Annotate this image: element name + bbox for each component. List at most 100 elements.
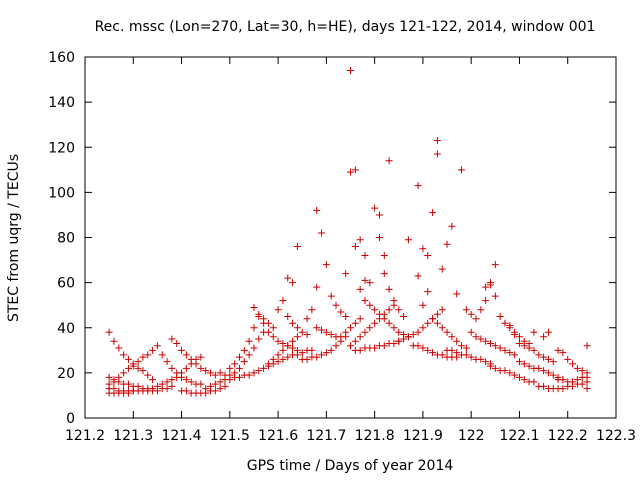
data-point — [433, 310, 441, 318]
data-point — [395, 328, 403, 336]
data-point — [235, 373, 243, 381]
y-tick-label: 100 — [48, 185, 75, 201]
x-tick-label: 121.5 — [210, 428, 250, 444]
data-point — [385, 319, 393, 327]
data-point — [226, 371, 234, 379]
data-point — [477, 306, 485, 314]
data-point — [293, 333, 301, 341]
data-point — [356, 333, 364, 341]
data-point — [506, 369, 514, 377]
data-point — [158, 380, 166, 388]
data-point — [269, 333, 277, 341]
data-point — [279, 340, 287, 348]
data-point — [525, 362, 533, 370]
data-point — [351, 337, 359, 345]
x-tick-label: 121.7 — [306, 428, 346, 444]
data-point — [163, 378, 171, 386]
data-point — [124, 364, 132, 372]
data-point — [569, 360, 577, 368]
data-point — [501, 367, 509, 375]
data-point — [535, 364, 543, 372]
data-point — [158, 351, 166, 359]
data-point — [134, 364, 142, 372]
data-point — [385, 157, 393, 165]
x-tick-label: 122.2 — [548, 428, 588, 444]
data-point — [486, 281, 494, 289]
data-point — [448, 222, 456, 230]
data-point — [284, 274, 292, 282]
data-point — [168, 382, 176, 390]
data-point — [467, 328, 475, 336]
data-point — [327, 292, 335, 300]
data-point — [530, 328, 538, 336]
data-point — [453, 349, 461, 357]
data-point — [578, 380, 586, 388]
data-point — [409, 331, 417, 339]
data-point — [173, 340, 181, 348]
data-point — [356, 285, 364, 293]
data-point — [366, 324, 374, 332]
data-point — [192, 360, 200, 368]
data-point — [279, 297, 287, 305]
data-point — [274, 306, 282, 314]
data-point — [264, 362, 272, 370]
data-point — [153, 342, 161, 350]
data-point — [438, 265, 446, 273]
plot-frame — [84, 56, 617, 419]
data-point — [139, 353, 147, 361]
data-point — [506, 349, 514, 357]
data-point — [424, 319, 432, 327]
data-point — [496, 312, 504, 320]
data-point — [540, 353, 548, 361]
data-point — [380, 315, 388, 323]
data-point — [351, 319, 359, 327]
data-point — [371, 306, 379, 314]
data-point — [303, 315, 311, 323]
data-point — [385, 306, 393, 314]
data-point — [211, 387, 219, 395]
data-point — [496, 344, 504, 352]
data-point — [559, 349, 567, 357]
plot-area — [84, 56, 617, 419]
data-point — [245, 337, 253, 345]
data-point — [467, 353, 475, 361]
data-point — [327, 331, 335, 339]
data-point — [303, 355, 311, 363]
data-point — [235, 364, 243, 372]
data-point — [544, 328, 552, 336]
data-point — [404, 236, 412, 244]
data-point — [187, 378, 195, 386]
data-point — [216, 385, 224, 393]
data-point — [515, 358, 523, 366]
data-point — [250, 303, 258, 311]
data-point — [583, 385, 591, 393]
data-point — [520, 342, 528, 350]
y-tick-label: 0 — [66, 411, 75, 427]
data-point — [274, 337, 282, 345]
data-point — [491, 292, 499, 300]
data-point — [289, 337, 297, 345]
data-point — [419, 324, 427, 332]
data-point — [274, 351, 282, 359]
data-point — [419, 344, 427, 352]
data-point — [124, 389, 132, 397]
data-point — [342, 312, 350, 320]
data-point — [318, 351, 326, 359]
data-point — [168, 335, 176, 343]
data-point — [583, 342, 591, 350]
data-point — [530, 346, 538, 354]
data-point — [197, 364, 205, 372]
data-point — [284, 353, 292, 361]
data-point — [482, 358, 490, 366]
data-point — [250, 344, 258, 352]
data-point — [361, 328, 369, 336]
data-point — [390, 297, 398, 305]
data-point — [443, 328, 451, 336]
data-point — [124, 380, 132, 388]
data-point — [438, 324, 446, 332]
data-point — [414, 328, 422, 336]
data-point — [245, 351, 253, 359]
data-point — [535, 351, 543, 359]
data-point — [279, 355, 287, 363]
data-series — [105, 67, 591, 397]
